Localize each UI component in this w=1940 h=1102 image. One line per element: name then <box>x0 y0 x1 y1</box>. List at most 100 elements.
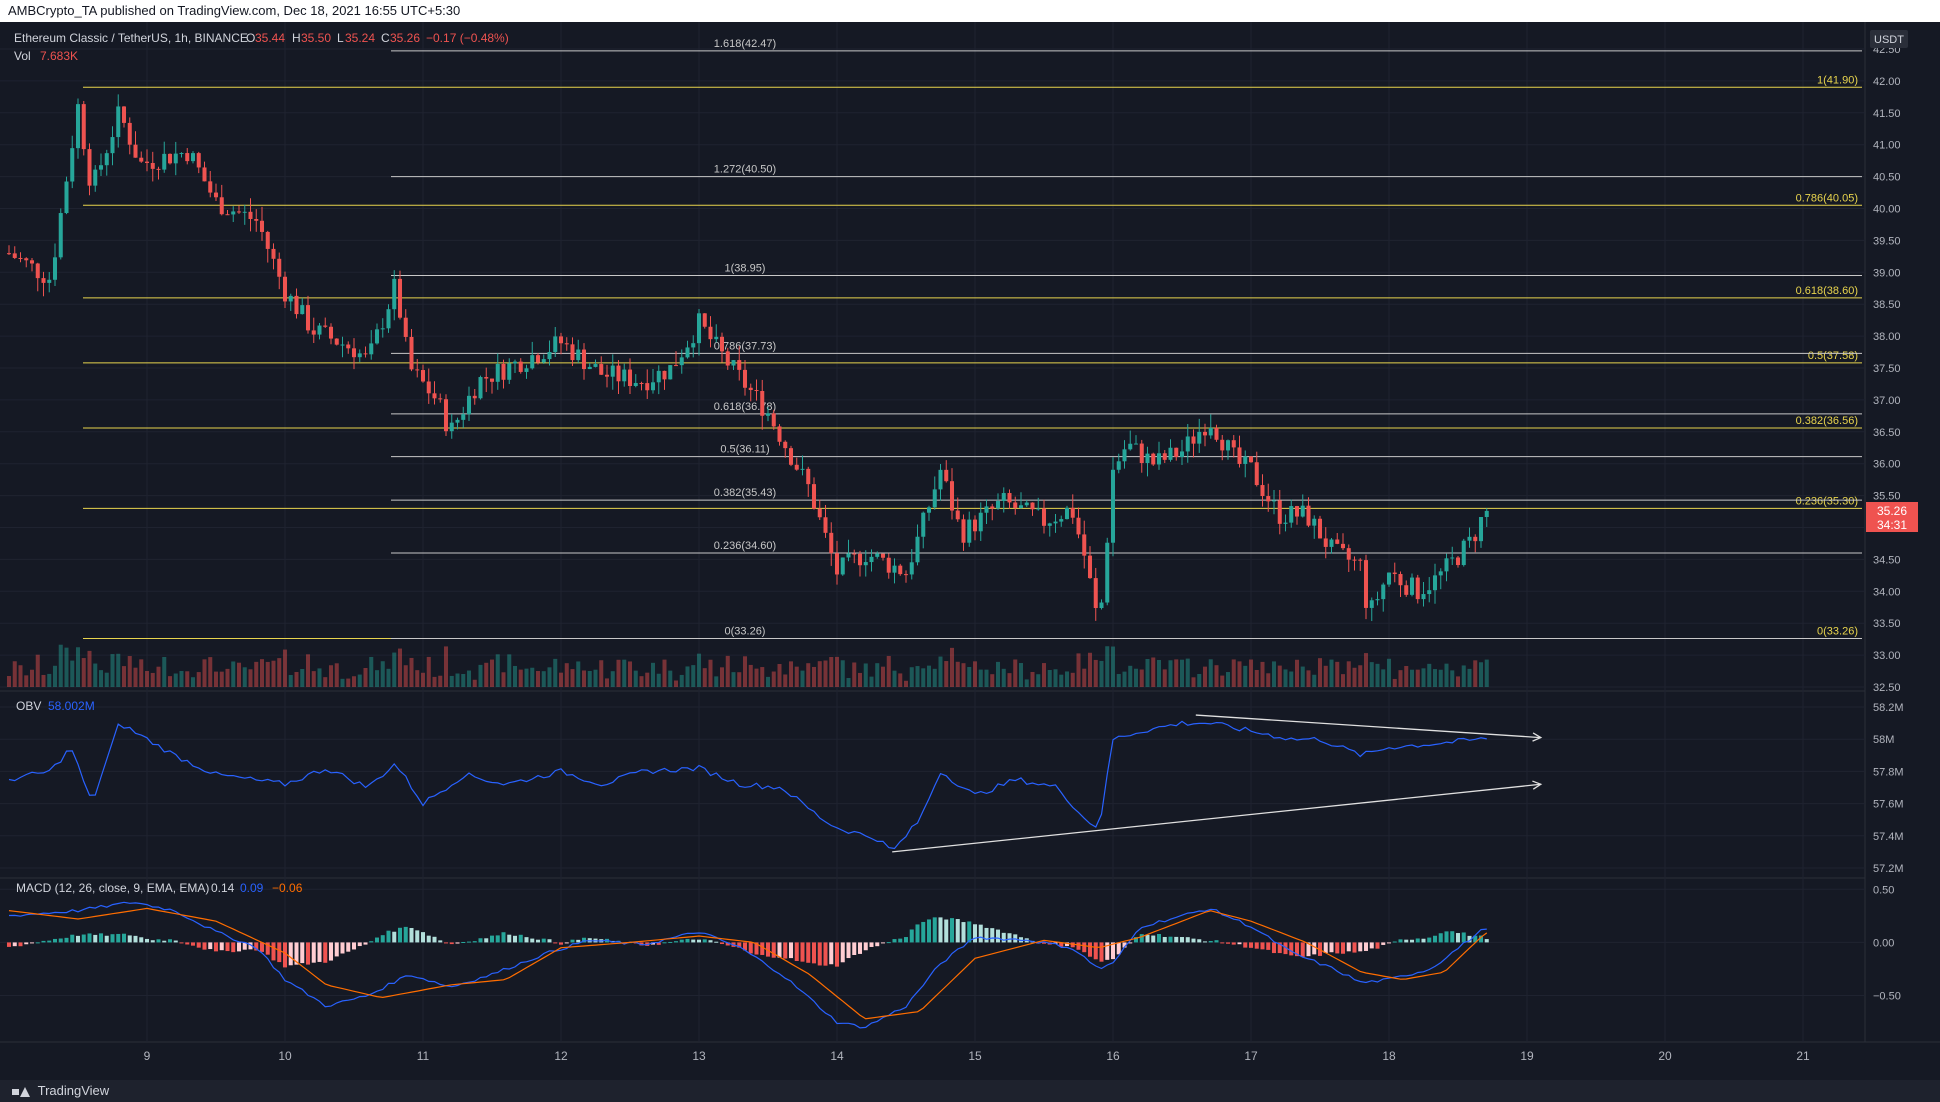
candle-body <box>334 338 339 345</box>
volume-bar <box>719 667 725 687</box>
volume-bar <box>829 657 834 687</box>
macd-histogram-bar <box>570 939 575 943</box>
fib-white-label: 0(33.26) <box>725 626 766 638</box>
macd-histogram-bar <box>1214 940 1219 943</box>
macd-histogram-bar <box>972 924 978 943</box>
macd-histogram-bar <box>852 942 857 955</box>
macd-histogram-bar <box>1202 941 1208 943</box>
legend-open: 35.44 <box>255 31 285 45</box>
volume-bar <box>1013 659 1018 687</box>
fibonacci-levels[interactable]: 1(41.90) 0.786(40.05) 0.618(38.60) 0.5(37.5… <box>83 38 1862 640</box>
candle-body <box>248 211 253 219</box>
volume-bar <box>834 656 840 687</box>
volume-bar <box>1294 659 1300 687</box>
trading-chart[interactable]: 1(41.90) 0.786(40.05) 0.618(38.60) 0.5(37.5… <box>0 22 1940 1080</box>
macd-histogram-bar <box>18 942 23 947</box>
candle-body <box>944 469 949 482</box>
candle-body <box>1013 502 1018 509</box>
macd-histogram-bar <box>70 934 75 943</box>
volume-bar <box>1398 670 1403 687</box>
volume-bar <box>478 664 483 687</box>
candle-body <box>265 231 270 249</box>
fib-yellow-label: 0.5(37.58) <box>1808 350 1858 362</box>
volume-bar <box>783 674 788 687</box>
currency-badge[interactable] <box>1870 30 1908 48</box>
candle-body <box>1030 502 1035 510</box>
obv-label: OBV <box>16 699 41 713</box>
tradingview-logo-icon[interactable] <box>12 1086 30 1097</box>
candle-body <box>1358 559 1363 561</box>
candle-body <box>898 565 903 575</box>
volume-bar <box>495 654 500 687</box>
candle-body <box>547 351 552 360</box>
candle-body <box>1018 505 1024 509</box>
macd-histogram-bar <box>495 935 500 943</box>
macd-histogram-bar <box>1381 942 1386 945</box>
macd-histogram-bar <box>254 942 259 951</box>
macd-histogram-bar <box>788 942 794 959</box>
volume-bar <box>869 676 874 687</box>
candle-body <box>403 317 408 337</box>
candle-body <box>1329 539 1334 547</box>
candle-body <box>518 361 523 372</box>
macd-histogram-bar <box>1450 931 1455 943</box>
candle-body <box>1312 518 1317 526</box>
candle-body <box>633 382 638 387</box>
macd-histogram-bar <box>725 942 730 946</box>
volume-bar <box>225 668 230 687</box>
volume-bar <box>1444 663 1449 687</box>
macd-histogram-bar <box>1099 942 1104 962</box>
macd-histogram-bar <box>346 942 351 952</box>
volume-bar <box>892 670 897 687</box>
macd-histogram-bar <box>553 942 558 944</box>
price-tick-label: 37.00 <box>1873 395 1901 407</box>
candle-body <box>1386 572 1392 585</box>
volume-bar <box>1087 652 1093 687</box>
macd-histogram-bar <box>259 942 265 952</box>
candle-body <box>1099 602 1104 609</box>
candle-body <box>1191 436 1196 444</box>
time-axis[interactable]: 9 10 11 12 13 14 15 16 17 18 19 20 21 <box>144 1049 1810 1063</box>
volume-bar <box>1231 659 1236 687</box>
candle-body <box>1375 599 1380 601</box>
volume-bar <box>190 677 196 687</box>
obv-trendline-arrowhead <box>1532 780 1543 790</box>
volume-bar <box>553 658 558 687</box>
macd-histogram-bar <box>921 921 926 943</box>
volume-bar <box>765 676 771 687</box>
macd-histogram-bar <box>219 942 224 951</box>
fib-white-label: 0.5(36.11) <box>720 444 769 456</box>
candle-body <box>1248 456 1254 463</box>
volume-bar <box>610 671 615 687</box>
candle-body <box>967 519 972 543</box>
macd-histogram-bar <box>1266 942 1271 950</box>
candle-body <box>438 398 443 400</box>
volume-bar <box>1174 659 1179 687</box>
time-tick-label: 11 <box>417 1049 430 1063</box>
volume-bar <box>242 667 247 687</box>
candle-body <box>1346 548 1351 560</box>
macd-histogram-bar <box>1363 942 1369 951</box>
macd-histogram-bar <box>47 940 52 943</box>
volume-bar <box>564 663 569 687</box>
volume-bar <box>558 672 564 687</box>
volume-bar <box>909 667 914 687</box>
candle-body <box>685 347 690 358</box>
volume-bar <box>1185 658 1190 687</box>
candle-body <box>1156 453 1162 465</box>
macd-histogram-bar <box>777 942 782 958</box>
candle-body <box>1473 536 1478 542</box>
candle-body <box>1340 543 1346 549</box>
candle-body <box>656 370 661 383</box>
legend-symbol: Ethereum Classic / TetherUS, 1h, BINANCE <box>14 31 248 45</box>
candle-body <box>1214 427 1219 440</box>
price-tick-label: 38.50 <box>1873 299 1901 311</box>
macd-histogram-bar <box>300 942 305 964</box>
volume-bar <box>369 656 374 687</box>
macd-histogram-bar <box>760 942 765 955</box>
macd-histogram-bar <box>823 942 828 966</box>
macd-histogram-bar <box>432 936 437 943</box>
volume-bar <box>363 667 368 687</box>
volume-bar <box>346 678 351 687</box>
macd-histogram-bar <box>196 942 201 948</box>
